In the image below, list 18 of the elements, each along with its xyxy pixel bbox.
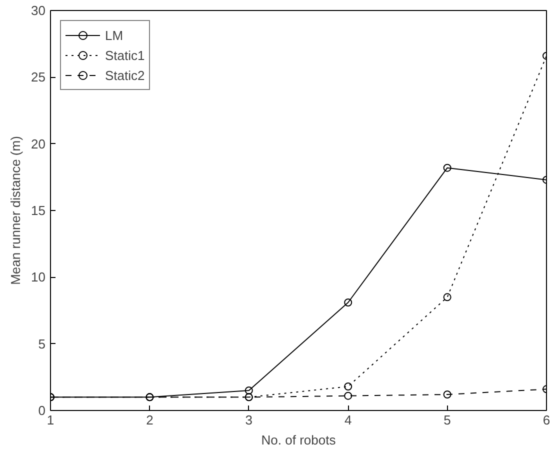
x-tick-label: 2 <box>146 412 154 428</box>
y-tick-label: 15 <box>31 203 46 218</box>
y-tick-label: 0 <box>38 403 46 418</box>
x-tick-label: 6 <box>542 412 550 428</box>
x-tick-label: 4 <box>344 412 352 428</box>
x-axis-title: No. of robots <box>261 432 336 448</box>
y-axis-title: Mean runner distance (m) <box>8 136 24 285</box>
x-tick-label: 3 <box>245 412 253 428</box>
y-tick-label: 25 <box>31 70 46 85</box>
y-tick-label: 20 <box>31 136 46 152</box>
x-tick-label: 5 <box>444 412 451 428</box>
y-tick-label: 5 <box>38 336 46 352</box>
x-tick-label: 1 <box>46 412 54 428</box>
y-tick-label: 10 <box>31 270 46 285</box>
legend-label: LM <box>105 28 124 42</box>
legend-label: Static2 <box>105 68 145 82</box>
legend-label: Static1 <box>105 48 145 62</box>
y-tick-label: 30 <box>31 3 46 18</box>
